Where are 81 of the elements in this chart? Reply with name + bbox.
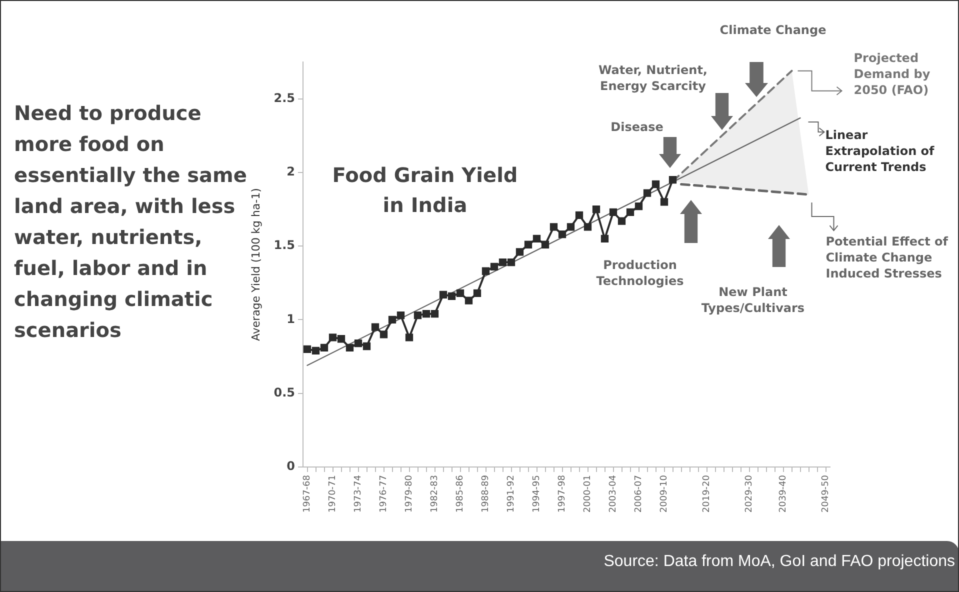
x-tick-label: 1988-89 (481, 474, 492, 513)
x-tick-label: 1976-77 (379, 475, 390, 513)
y-tick-label: 1 (286, 312, 295, 326)
point (371, 323, 380, 331)
x-tick-label: 2049-50 (821, 474, 832, 513)
annotation: New Plant Types/Cultivars (700, 284, 806, 316)
point (592, 205, 600, 214)
point (634, 202, 643, 210)
point (575, 211, 584, 219)
point (626, 208, 634, 216)
point (430, 310, 439, 318)
point (660, 198, 668, 206)
point (550, 223, 558, 231)
x-tick-label: 2000-01 (583, 475, 594, 513)
annotation: Disease (610, 119, 664, 135)
point (498, 258, 507, 266)
x-tick-label: 1991-92 (506, 475, 517, 513)
point (303, 345, 312, 354)
point (448, 292, 456, 300)
point (354, 339, 362, 348)
annotation: Water, Nutrient, Energy Scarcity (597, 62, 708, 94)
point (490, 262, 498, 271)
x-tick-label: 2039-40 (778, 474, 789, 513)
point (328, 334, 337, 342)
x-tick-label: 2009-10 (660, 474, 670, 513)
x-tick-label: 1973-74 (354, 474, 364, 513)
point (320, 344, 328, 352)
text: Potential Effect of Climate Change Induced Stresses (826, 234, 949, 281)
y-tick-label: 2.5 (274, 90, 295, 105)
point (422, 310, 430, 318)
source-note: Source: Data from MoA, GoI and FAO projections (604, 553, 955, 571)
point (516, 248, 524, 256)
y-tick-label: 1.5 (274, 238, 295, 252)
point (414, 311, 422, 320)
x-tick-label: 1967-68 (302, 474, 313, 513)
x-tick-label: 1982-83 (430, 475, 440, 513)
point (532, 234, 541, 243)
point (405, 334, 414, 342)
point (609, 208, 618, 216)
point (380, 330, 388, 338)
x-tick-label: 2029-30 (744, 474, 755, 513)
y-tick-label: 2 (286, 164, 295, 179)
annotation: Production Technologies (595, 257, 685, 289)
point (652, 180, 660, 188)
point (362, 342, 371, 350)
y-tick-label: 0.5 (274, 385, 295, 400)
point (558, 230, 566, 238)
x-tick-label: 2006-07 (634, 475, 644, 513)
x-tick-label: 1997-98 (558, 474, 568, 513)
point (312, 346, 320, 354)
point (482, 267, 490, 275)
point (524, 240, 532, 248)
text: Climate Change (718, 22, 828, 38)
point (473, 289, 482, 298)
point (337, 335, 346, 343)
point (346, 344, 354, 352)
x-tick-label: 1979-80 (404, 474, 415, 513)
y-axis-title: Average Yield (100 kg ha-1) (249, 188, 262, 341)
x-tick-label: 1970-71 (328, 475, 338, 513)
y-tick-label: 0 (286, 459, 295, 474)
legend-label: Linear Extrapolation of Current Trends (825, 128, 936, 174)
point (566, 223, 575, 231)
point (439, 290, 448, 299)
x-tick-label: 2003-04 (608, 474, 619, 513)
point (464, 296, 473, 304)
point (456, 289, 464, 298)
point (507, 258, 516, 266)
point (541, 240, 550, 248)
x-tick-label: 1994-95 (532, 475, 542, 513)
text: Food Grain Yield in India (331, 162, 519, 219)
point (618, 217, 626, 225)
point (668, 176, 677, 184)
point (600, 234, 609, 243)
point (643, 189, 652, 197)
x-tick-label: 2019-20 (702, 474, 712, 513)
x-tick-label: 1985-86 (456, 474, 466, 513)
point (388, 316, 396, 324)
legend-label: Projected Demand by 2050 (FAO) (854, 50, 930, 97)
text: Need to produce more food on essentially the same land area, with less water, nutrients, fuel, labor and in changing climatic scenarios (14, 100, 248, 344)
point (584, 223, 592, 231)
point (396, 311, 405, 320)
